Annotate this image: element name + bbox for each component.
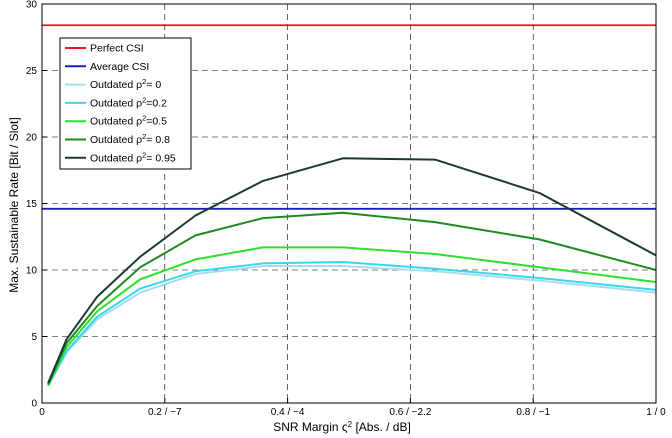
x-tick-label: 1 / 0	[646, 407, 666, 418]
legend-label: Average CSI	[90, 61, 149, 73]
x-axis-ticks: 0 0.2 / −7 0.4 / −4 0.6 / −2.2 0.8 / −1 1 / 0	[39, 398, 666, 418]
y-tick-label: 25	[26, 66, 38, 77]
legend: Perfect CSI Average CSI Outdated ρ2= 0 Outd…	[59, 37, 192, 170]
series-line	[47, 261, 657, 387]
series-line	[47, 157, 657, 384]
series-lines	[42, 24, 657, 387]
legend-label: Perfect CSI	[90, 43, 144, 55]
legend-label: Outdated ρ2= 0.95	[90, 150, 176, 165]
y-tick-label: 5	[31, 332, 37, 343]
y-tick-label: 10	[26, 266, 38, 277]
y-tick-label: 20	[26, 133, 38, 144]
series-line	[47, 246, 657, 387]
x-tick-label: 0	[39, 407, 45, 418]
series-line	[47, 211, 657, 385]
y-axis-label: Max. Sustainable Rate [Bit / Slot]	[7, 117, 21, 292]
y-tick-label: 15	[26, 199, 38, 210]
y-tick-label: 30	[26, 0, 38, 11]
legend-label: Outdated ρ2=0.2	[90, 95, 167, 110]
legend-label: Outdated ρ2=0.5	[90, 113, 167, 128]
x-tick-label: 0.2 / −7	[148, 407, 182, 418]
y-tick-label: 0	[31, 399, 37, 410]
x-tick-label: 0.6 / −2.2	[389, 407, 431, 418]
x-tick-label: 0.8 / −1	[516, 407, 550, 418]
x-tick-label: 0.4 / −4	[271, 407, 305, 418]
legend-label: Outdated ρ2= 0.8	[90, 132, 170, 147]
x-axis-label: SNR Margin ς2 [Abs. / dB]	[273, 420, 411, 435]
y-axis-ticks: 0 5 10 15 20 25 30	[26, 0, 47, 410]
legend-label: Outdated ρ2= 0	[90, 77, 161, 92]
series-line	[47, 265, 657, 387]
